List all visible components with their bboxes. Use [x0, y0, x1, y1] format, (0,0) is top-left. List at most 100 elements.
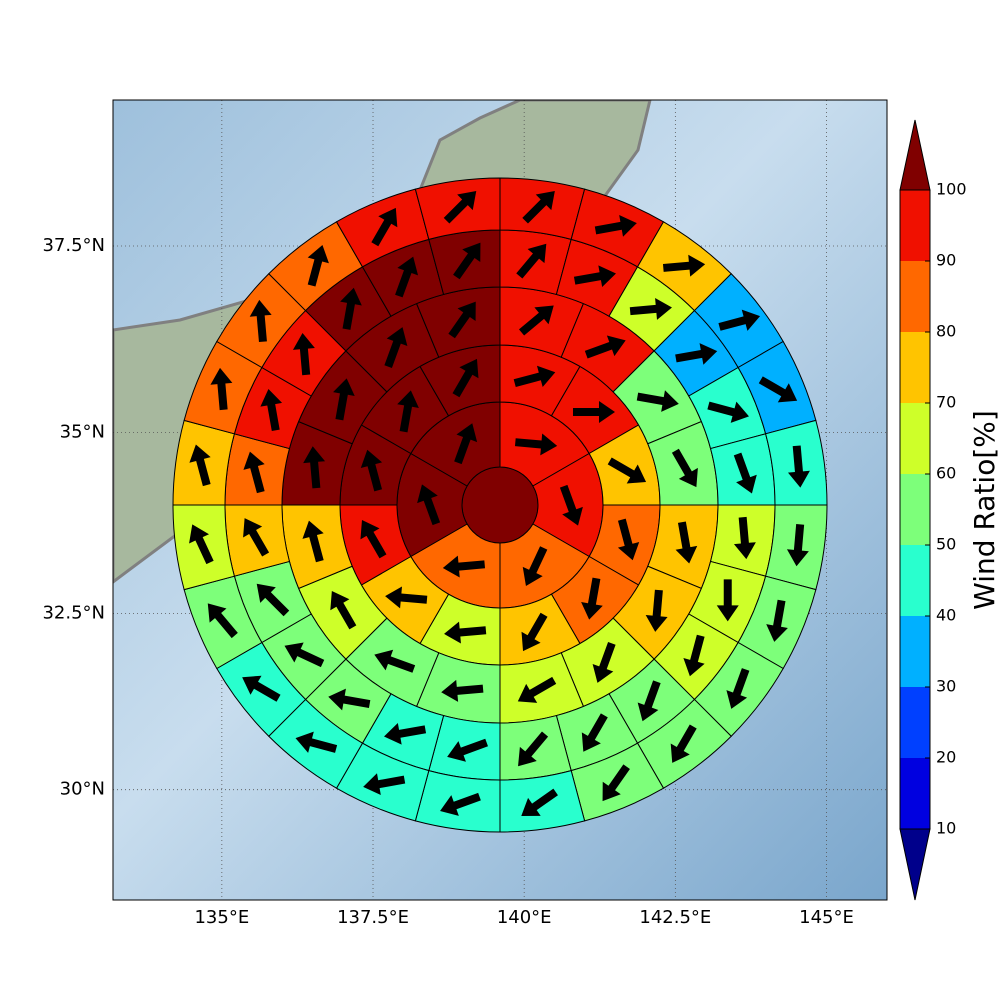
y-tick-label: 37.5°N — [42, 235, 105, 256]
wind-arrow — [397, 390, 419, 433]
y-tick-label: 35°N — [60, 422, 105, 443]
colorbar-band — [900, 687, 930, 758]
colorbar-band — [900, 474, 930, 545]
wind-arrow — [384, 327, 408, 369]
wind-arrow — [307, 244, 329, 287]
wind-arrow — [581, 713, 608, 752]
wind-arrow — [295, 731, 338, 753]
wind-arrow — [442, 555, 486, 578]
wind-arrow — [374, 649, 416, 673]
wind-arrow — [636, 390, 679, 412]
wind-arrow — [448, 301, 476, 339]
wind-arrow — [514, 433, 558, 456]
wind-arrow — [733, 452, 757, 494]
wind-arrow — [662, 254, 706, 277]
colorbar-band — [900, 261, 930, 332]
wind-arrow — [441, 679, 484, 702]
x-tick-label: 145°E — [799, 907, 854, 928]
wind-arrow — [302, 520, 324, 563]
colorbar-band — [900, 190, 930, 261]
wind-arrow — [521, 788, 558, 817]
wind-arrow — [207, 603, 238, 639]
wind-arrow — [260, 389, 283, 432]
wind-arrow — [733, 516, 756, 560]
wind-arrow — [594, 215, 637, 237]
wind-arrow — [602, 764, 630, 802]
wind-arrow — [786, 524, 809, 567]
wind-arrow — [444, 621, 487, 644]
wind-arrow — [284, 642, 325, 668]
wind-arrow — [671, 448, 698, 488]
wind-arrow — [447, 738, 488, 762]
wind-arrow — [518, 305, 554, 336]
wind-arrow — [573, 265, 616, 288]
wind-arrow — [243, 518, 270, 557]
colorbar-tick-label: 20 — [936, 748, 956, 767]
wind-arrow — [333, 378, 355, 421]
wind-arrow — [292, 333, 315, 376]
wind-arrow — [617, 518, 640, 561]
colorbar-tick-label: 60 — [936, 464, 956, 483]
wind-arrow — [517, 676, 557, 703]
wind-arrow — [249, 299, 272, 343]
wind-arrow — [360, 519, 387, 559]
colorbar: 10 20 30 40 50 60 70 80 90 100 — [899, 119, 967, 901]
wind-arrow — [637, 680, 661, 722]
colorbar-tick-label: 30 — [936, 677, 956, 696]
wind-arrow — [766, 599, 788, 642]
y-tick-label: 30°N — [60, 779, 105, 800]
wind-arrow — [454, 423, 478, 465]
colorbar-tick-label: 50 — [936, 535, 956, 554]
wind-arrow — [726, 668, 750, 709]
wind-arrow — [629, 297, 672, 320]
colorbar-tick-label: 90 — [936, 251, 956, 270]
wind-arrow — [592, 641, 616, 683]
wind-arrow — [707, 401, 749, 423]
colorbar-tick-label: 70 — [936, 393, 956, 412]
wind-arrow — [584, 335, 626, 359]
wind-arrow — [417, 484, 441, 526]
x-tick-label: 137.5°E — [337, 907, 409, 928]
x-tick-label: 135°E — [194, 907, 249, 928]
wind-arrow — [518, 731, 549, 767]
x-tick-label: 140°E — [497, 907, 552, 928]
wind-arrow — [607, 457, 647, 484]
wind-arrow — [256, 583, 290, 617]
wind-arrow — [330, 590, 357, 630]
colorbar-tick-label: 40 — [936, 606, 956, 625]
colorbar-frame — [899, 189, 931, 830]
colorbar-label: Wind Ratio[%] — [968, 410, 1000, 610]
wind-arrow — [360, 449, 383, 492]
wind-arrow — [243, 451, 265, 494]
x-tick-label: 142.5°E — [639, 907, 711, 928]
wind-arrow — [559, 484, 583, 526]
wind-arrow — [718, 309, 761, 331]
plot-frame — [112, 99, 888, 901]
wind-arrow — [303, 446, 326, 489]
colorbar-tick-label: 100 — [936, 180, 967, 199]
colorbar-band — [900, 616, 930, 687]
colorbar-over — [899, 119, 931, 191]
wind-arrow — [384, 722, 427, 745]
axis-labels: 135°E 137.5°E 140°E 142.5°E 145°E 30°N 32.5°N 3… — [42, 235, 853, 928]
y-tick-label: 32.5°N — [42, 603, 105, 624]
wind-arrow — [522, 191, 555, 224]
wind-arrow — [440, 792, 481, 816]
wind-arrow — [716, 579, 739, 622]
wind-arrow — [443, 191, 477, 224]
wind-arrow — [385, 586, 428, 609]
wind-arrow — [521, 612, 548, 652]
wind-arrow — [328, 688, 371, 711]
wind-arrows — [189, 191, 810, 817]
colorbar-tick-label: 10 — [936, 819, 956, 838]
wind-arrow — [189, 524, 214, 565]
wind-arrow — [340, 287, 362, 330]
wind-arrow — [670, 724, 697, 763]
wind-arrow — [513, 365, 556, 388]
colorbar-tick-label: 80 — [936, 322, 956, 341]
wind-arrow — [210, 367, 233, 411]
colorbar-band — [900, 545, 930, 616]
colorbar-under — [899, 828, 931, 901]
wind-arrow — [453, 242, 481, 280]
